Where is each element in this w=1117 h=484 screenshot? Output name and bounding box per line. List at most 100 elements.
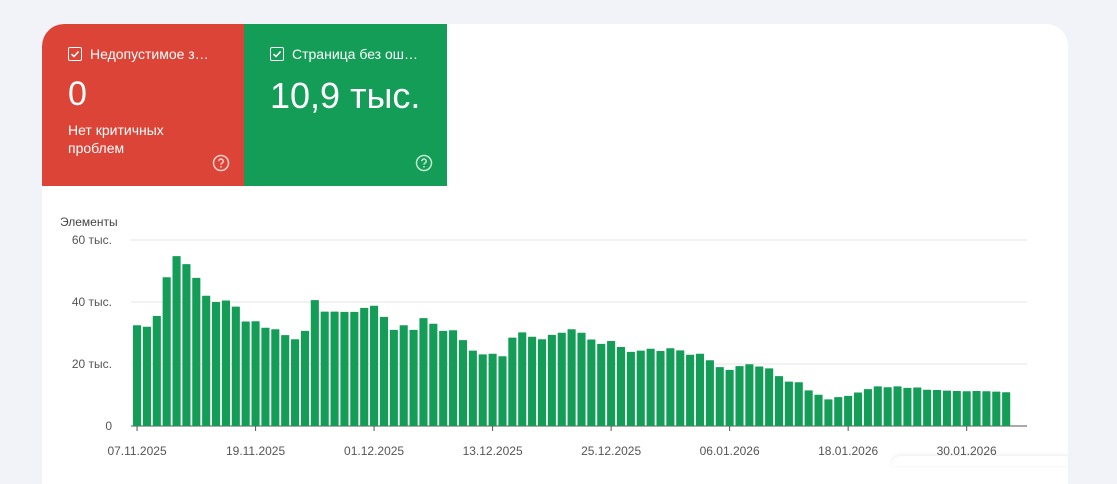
bar <box>676 350 685 426</box>
bar <box>863 389 872 426</box>
bar <box>794 382 803 426</box>
x-tick-label: 19.11.2025 <box>226 444 285 458</box>
bar <box>409 329 418 426</box>
bar <box>646 348 655 426</box>
bar <box>419 318 428 426</box>
bar <box>972 390 981 426</box>
valid-tile-title: Страница без ош… <box>292 46 419 62</box>
bar <box>942 390 951 426</box>
bar <box>182 264 191 426</box>
bar <box>221 300 230 426</box>
bar <box>379 316 389 426</box>
bar <box>893 386 902 426</box>
bar <box>567 329 576 426</box>
valid-tile[interactable]: Страница без ош… 10,9 тыс. <box>244 24 447 186</box>
x-tick-label: 25.12.2025 <box>581 444 641 458</box>
bar <box>320 311 329 426</box>
bar <box>1002 392 1011 426</box>
error-tile-header: Недопустимое з… <box>68 46 218 62</box>
bar <box>873 386 882 426</box>
x-tick-label: 13.12.2025 <box>463 444 523 458</box>
bar <box>241 321 250 426</box>
bar <box>557 332 566 426</box>
bar <box>330 311 339 426</box>
error-tile-title: Недопустимое з… <box>90 46 209 62</box>
y-axis-label: Элементы <box>60 215 118 229</box>
bar <box>883 387 892 426</box>
bar <box>834 397 843 426</box>
y-tick-label: 40 тыс. <box>72 295 112 309</box>
bar <box>824 399 833 426</box>
bar <box>478 354 487 426</box>
bar <box>488 353 497 426</box>
bar <box>597 343 606 426</box>
checkbox-icon[interactable] <box>68 47 82 61</box>
bar <box>587 339 596 426</box>
error-tile-subtitle: Нет критичных проблем <box>68 122 164 157</box>
bar <box>281 335 290 426</box>
bar <box>547 334 556 426</box>
bar <box>616 346 626 426</box>
x-tick-label: 18.01.2026 <box>818 444 878 458</box>
items-bar-chart: Элементы 60 тыс. 40 тыс. 20 тыс. 0 07.11.2025… <box>60 215 1027 458</box>
bar <box>913 387 922 426</box>
bar <box>508 337 517 426</box>
help-icon[interactable] <box>212 154 230 172</box>
bar <box>152 315 161 426</box>
bar <box>755 366 764 426</box>
valid-tile-value: 10,9 тыс. <box>270 75 421 116</box>
y-tick-label: 20 тыс. <box>72 357 112 371</box>
bar <box>814 394 823 426</box>
bar <box>528 336 537 426</box>
bar <box>656 350 665 426</box>
x-tick-label: 01.12.2025 <box>344 444 404 458</box>
bar <box>765 368 774 426</box>
bar <box>389 329 398 426</box>
bar <box>162 277 171 426</box>
bar <box>686 354 695 426</box>
bar <box>340 311 349 426</box>
bar <box>518 332 527 426</box>
bar <box>172 256 181 426</box>
bar <box>962 391 971 426</box>
bar <box>745 364 754 426</box>
bar <box>666 348 675 426</box>
bar <box>626 351 635 426</box>
bar <box>607 341 616 426</box>
bar <box>903 387 912 426</box>
bar <box>429 323 438 426</box>
bar <box>804 390 813 426</box>
x-tick-label: 30.01.2026 <box>937 444 997 458</box>
bar <box>192 277 201 426</box>
bar <box>636 350 645 426</box>
bar <box>202 295 211 426</box>
help-icon[interactable] <box>415 154 433 172</box>
bar <box>695 353 705 426</box>
bar <box>498 356 507 426</box>
bar <box>439 330 448 426</box>
bar <box>399 325 408 426</box>
bar <box>231 306 240 426</box>
bar <box>705 360 714 426</box>
bar <box>932 390 942 426</box>
bar <box>952 390 961 426</box>
checkbox-icon[interactable] <box>270 47 284 61</box>
bar <box>310 300 319 426</box>
x-tick-label: 07.11.2025 <box>107 444 166 458</box>
bar <box>133 325 142 426</box>
report-card: Недопустимое з… 0 Нет критичных проблем … <box>42 24 1068 484</box>
bar <box>212 302 221 426</box>
error-tile-value: 0 <box>68 75 87 113</box>
y-tick-label: 0 <box>105 419 112 433</box>
valid-tile-header: Страница без ош… <box>270 46 421 62</box>
bar <box>577 332 586 426</box>
x-tick-label: 06.01.2026 <box>700 444 760 458</box>
bar <box>853 392 863 426</box>
bar <box>350 311 359 426</box>
bar <box>774 376 784 426</box>
bar <box>261 327 270 426</box>
bar <box>468 350 477 426</box>
error-tile[interactable]: Недопустимое з… 0 Нет критичных проблем <box>42 24 244 186</box>
bar <box>458 340 468 426</box>
bar <box>725 369 734 426</box>
